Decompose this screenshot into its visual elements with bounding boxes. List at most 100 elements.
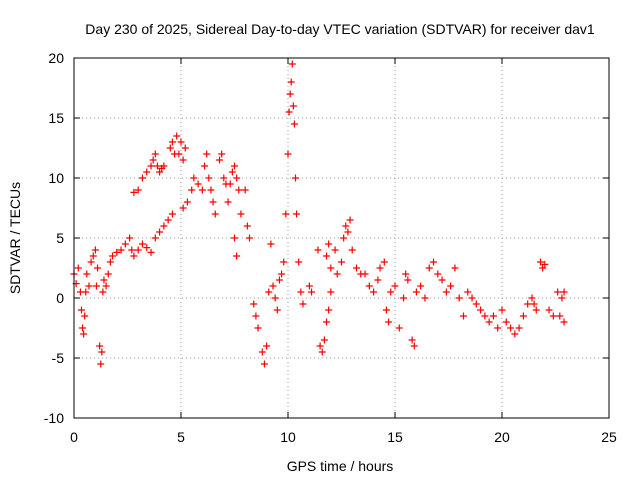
data-point bbox=[91, 246, 99, 254]
data-point bbox=[126, 234, 134, 242]
data-point bbox=[83, 270, 91, 278]
data-point bbox=[541, 260, 549, 268]
data-point bbox=[323, 318, 331, 326]
data-point bbox=[502, 318, 510, 326]
data-point bbox=[285, 108, 293, 116]
data-point bbox=[408, 336, 416, 344]
data-point bbox=[74, 264, 82, 272]
data-point bbox=[459, 312, 467, 320]
data-point bbox=[177, 138, 185, 146]
data-point bbox=[237, 210, 245, 218]
data-point bbox=[391, 282, 399, 290]
data-point bbox=[558, 294, 566, 302]
data-point bbox=[156, 228, 164, 236]
data-point bbox=[231, 162, 238, 170]
data-point bbox=[485, 318, 493, 326]
y-tick-label: 20 bbox=[48, 50, 64, 66]
data-point bbox=[291, 174, 299, 182]
data-point bbox=[149, 156, 157, 164]
y-tick-label: 10 bbox=[48, 170, 64, 186]
data-point bbox=[89, 252, 97, 260]
data-point bbox=[181, 144, 189, 152]
data-point bbox=[338, 258, 345, 266]
data-point bbox=[138, 240, 146, 248]
data-point bbox=[528, 294, 536, 302]
data-point bbox=[421, 294, 429, 302]
data-point bbox=[352, 264, 360, 272]
x-tick-label: 0 bbox=[70, 429, 78, 445]
data-point bbox=[289, 102, 297, 110]
data-point bbox=[130, 252, 138, 260]
data-point bbox=[173, 132, 181, 140]
data-point bbox=[99, 288, 107, 296]
data-point bbox=[233, 252, 241, 260]
data-point bbox=[250, 300, 258, 308]
data-point bbox=[260, 360, 268, 368]
data-point bbox=[481, 312, 489, 320]
data-point bbox=[314, 246, 322, 254]
data-point bbox=[323, 252, 331, 260]
data-point bbox=[205, 174, 213, 182]
data-point bbox=[147, 248, 155, 256]
data-point bbox=[280, 258, 288, 266]
data-point bbox=[275, 276, 283, 284]
grid-lines bbox=[74, 58, 609, 418]
y-tick-label: 5 bbox=[56, 230, 64, 246]
data-point bbox=[530, 300, 538, 308]
x-tick-label: 25 bbox=[601, 429, 617, 445]
data-point bbox=[327, 264, 335, 272]
data-point bbox=[151, 150, 159, 158]
data-point bbox=[168, 138, 176, 146]
data-point bbox=[156, 168, 164, 176]
data-point bbox=[175, 150, 183, 158]
x-tick-label: 5 bbox=[177, 429, 185, 445]
data-point bbox=[282, 210, 290, 218]
data-point bbox=[104, 270, 112, 278]
data-point bbox=[442, 288, 450, 296]
data-point bbox=[201, 162, 209, 170]
data-point bbox=[209, 198, 217, 206]
data-point bbox=[97, 360, 105, 368]
data-point bbox=[348, 246, 356, 254]
data-point bbox=[333, 270, 341, 278]
data-point bbox=[382, 306, 390, 314]
data-point bbox=[494, 324, 502, 332]
data-point bbox=[395, 324, 403, 332]
data-point bbox=[121, 240, 129, 248]
data-point bbox=[293, 210, 301, 218]
data-point bbox=[489, 312, 497, 320]
data-point bbox=[537, 258, 545, 266]
data-point bbox=[316, 342, 324, 350]
data-point bbox=[218, 150, 226, 158]
y-tick-label: 15 bbox=[48, 110, 64, 126]
data-point bbox=[94, 264, 102, 272]
data-point bbox=[400, 294, 408, 302]
data-point bbox=[556, 312, 564, 320]
data-point bbox=[327, 288, 335, 296]
data-point bbox=[160, 222, 168, 230]
y-tick-label: -10 bbox=[44, 410, 64, 426]
data-point bbox=[331, 246, 339, 254]
data-point bbox=[532, 306, 540, 314]
data-point bbox=[346, 216, 354, 224]
data-point bbox=[451, 264, 459, 272]
data-point bbox=[288, 60, 296, 68]
data-point bbox=[243, 222, 251, 230]
data-point bbox=[340, 234, 348, 242]
data-point bbox=[254, 324, 262, 332]
data-point bbox=[216, 156, 224, 164]
data-point bbox=[143, 244, 151, 252]
data-point bbox=[166, 144, 174, 152]
data-point bbox=[113, 248, 121, 256]
data-point bbox=[402, 270, 410, 278]
data-point bbox=[134, 186, 142, 194]
chart-title: Day 230 of 2025, Sidereal Day-to-day VTE… bbox=[85, 21, 595, 37]
data-point bbox=[82, 288, 90, 296]
data-point bbox=[290, 120, 298, 128]
data-point bbox=[226, 180, 234, 188]
data-point bbox=[194, 180, 202, 188]
data-point bbox=[344, 228, 352, 236]
data-point bbox=[168, 210, 176, 218]
data-point bbox=[507, 324, 515, 332]
data-point bbox=[376, 264, 384, 272]
